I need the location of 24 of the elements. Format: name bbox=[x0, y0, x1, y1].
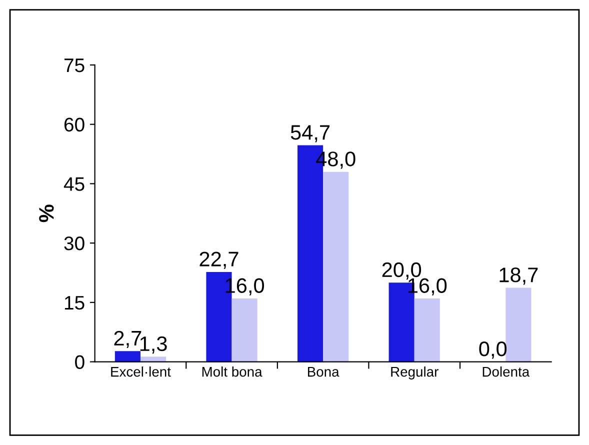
data-label: 1,3 bbox=[140, 336, 167, 354]
data-label: 20,0 bbox=[382, 262, 422, 280]
bar bbox=[323, 172, 349, 362]
bar bbox=[232, 298, 258, 362]
y-axis-title: % bbox=[39, 204, 54, 222]
y-tick-label: 45 bbox=[64, 177, 84, 191]
bar bbox=[414, 298, 440, 362]
x-tick-label: Molt bona bbox=[202, 366, 262, 377]
y-tick-label: 0 bbox=[75, 355, 84, 370]
y-tick-label: 15 bbox=[64, 296, 84, 310]
y-tick-label: 75 bbox=[64, 58, 84, 72]
x-tick-label: Excel·lent bbox=[111, 366, 171, 377]
x-tick-label: Regular bbox=[391, 366, 438, 380]
y-tick-label: 60 bbox=[64, 118, 84, 132]
data-label: 18,7 bbox=[500, 268, 538, 285]
data-label: 22,7 bbox=[200, 252, 238, 269]
bar bbox=[506, 288, 532, 362]
x-tick-label: Dolenta bbox=[482, 366, 530, 377]
data-label: 0,0 bbox=[479, 342, 507, 359]
bar bbox=[114, 351, 140, 362]
y-tick-label: 30 bbox=[64, 236, 84, 250]
data-label: 54,7 bbox=[290, 125, 330, 142]
data-label: 2,7 bbox=[114, 330, 142, 348]
x-tick-label: Bona bbox=[308, 367, 340, 377]
